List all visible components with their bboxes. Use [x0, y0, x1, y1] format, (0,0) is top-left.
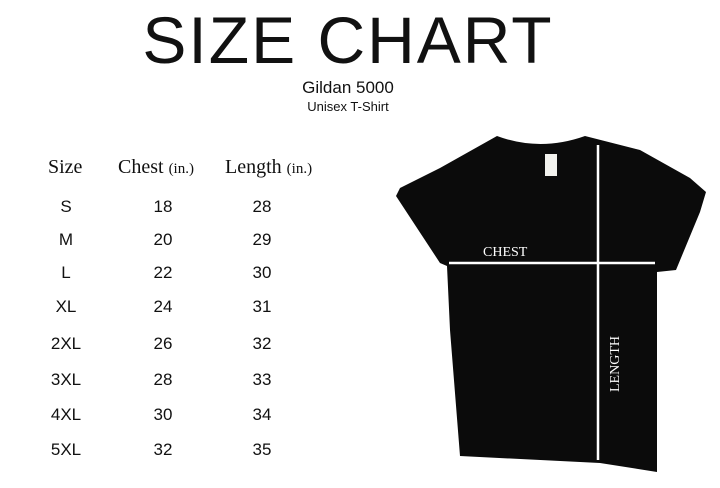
cell-size: XL [55, 297, 77, 316]
cell-chest: 18 [153, 197, 173, 216]
cell-size: 4XL [50, 405, 82, 424]
page-title: SIZE CHART [142, 3, 554, 77]
cell-length: 33 [252, 370, 272, 389]
cell-chest: 30 [153, 405, 173, 424]
cell-chest: 28 [153, 370, 173, 389]
tshirt-shape [396, 136, 706, 472]
header-size: Size [48, 156, 83, 178]
cell-chest: 32 [153, 440, 173, 459]
cell-length: 28 [252, 197, 272, 216]
cell-chest: 24 [153, 297, 173, 316]
product-subtitle: Unisex T-Shirt [307, 99, 389, 114]
cell-size: 2XL [50, 334, 82, 353]
tshirt-tag [545, 154, 557, 176]
header-length-unit: (in.) [286, 161, 313, 177]
cell-length: 32 [252, 334, 272, 353]
cell-size: 3XL [50, 370, 82, 389]
cell-length: 30 [252, 263, 272, 282]
header-chest-unit: (in.) [168, 161, 194, 177]
header-chest-label: Chest [118, 156, 164, 178]
cell-length: 35 [252, 440, 272, 459]
cell-length: 31 [252, 297, 272, 316]
cell-length: 29 [252, 230, 272, 249]
cell-size: 5XL [50, 440, 82, 459]
header-length-label: Length [225, 156, 282, 178]
cell-chest: 26 [153, 334, 173, 353]
header-chest: Chest (in.) [118, 156, 194, 179]
cell-chest: 22 [153, 263, 173, 282]
cell-length: 34 [252, 405, 272, 424]
length-label: LENGTH [608, 336, 623, 392]
cell-size: L [61, 263, 71, 282]
cell-chest: 20 [153, 230, 173, 249]
cell-size: M [58, 230, 74, 249]
chest-label: CHEST [483, 245, 528, 260]
product-name: Gildan 5000 [302, 78, 394, 97]
header-length: Length (in.) [225, 156, 312, 179]
cell-size: S [60, 197, 72, 216]
